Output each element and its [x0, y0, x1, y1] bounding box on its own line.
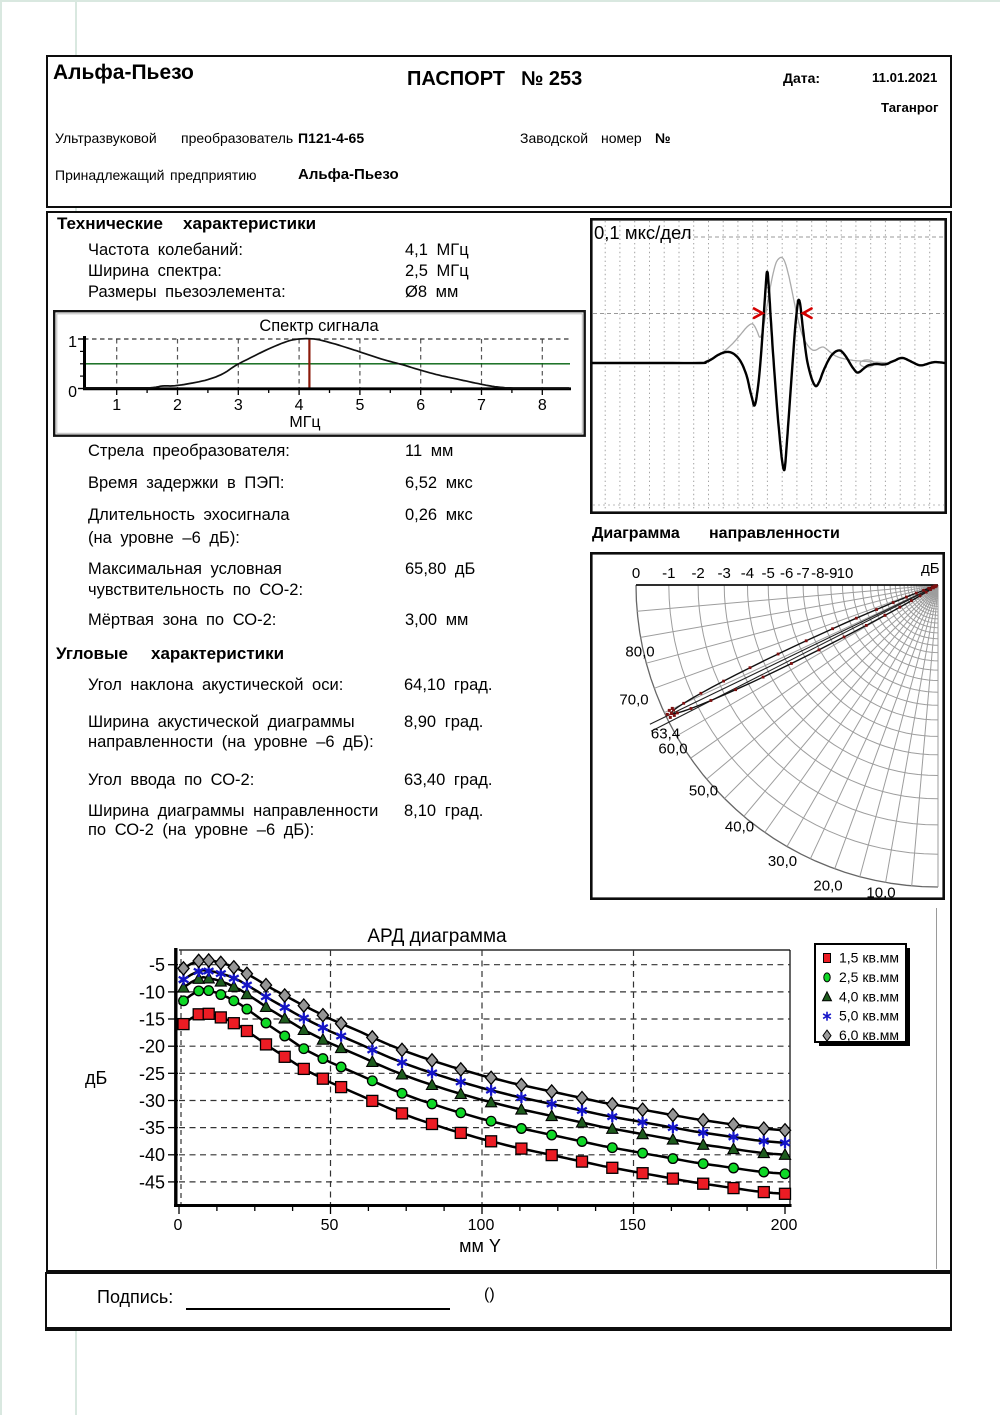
svg-text:-8: -8 [811, 565, 824, 582]
svg-text:-10: -10 [139, 982, 165, 1002]
svg-text:40,0: 40,0 [725, 819, 754, 836]
svg-text:0: 0 [632, 565, 640, 582]
svg-text:-20: -20 [139, 1037, 165, 1057]
svg-text:дБ: дБ [921, 560, 940, 577]
svg-text:2,5 кв.мм: 2,5 кв.мм [839, 969, 899, 985]
svg-text:10,0: 10,0 [866, 885, 895, 902]
svg-text:-5: -5 [762, 565, 775, 582]
svg-text:1,5 кв.мм: 1,5 кв.мм [839, 950, 899, 966]
svg-text:-35: -35 [139, 1118, 165, 1138]
svg-text:-6: -6 [780, 565, 793, 582]
svg-text:-45: -45 [139, 1172, 165, 1192]
svg-text:80,0: 80,0 [625, 644, 654, 661]
svg-text:0,1 мкс/дел: 0,1 мкс/дел [594, 222, 692, 243]
svg-text:-15: -15 [139, 1010, 165, 1030]
svg-text:-25: -25 [139, 1064, 165, 1084]
svg-text:мм Y: мм Y [459, 1236, 501, 1256]
svg-text:63,4: 63,4 [651, 726, 680, 743]
svg-text:20,0: 20,0 [813, 878, 842, 895]
svg-text:100: 100 [468, 1217, 495, 1234]
svg-text:-10: -10 [832, 565, 854, 582]
svg-text:50: 50 [321, 1217, 339, 1234]
svg-text:5: 5 [355, 397, 364, 414]
svg-text:30,0: 30,0 [768, 853, 797, 870]
svg-text:МГц: МГц [289, 414, 320, 431]
svg-text:8: 8 [538, 397, 547, 414]
svg-text:200: 200 [771, 1217, 798, 1234]
svg-text:70,0: 70,0 [619, 692, 648, 709]
svg-text:50,0: 50,0 [689, 783, 718, 800]
svg-text:1: 1 [112, 397, 121, 414]
svg-text:4,0 кв.мм: 4,0 кв.мм [839, 988, 899, 1004]
svg-text:60,0: 60,0 [658, 741, 687, 758]
svg-text:150: 150 [619, 1217, 646, 1234]
svg-text:2: 2 [173, 397, 182, 414]
svg-text:-7: -7 [796, 565, 809, 582]
svg-text:дБ: дБ [85, 1068, 107, 1088]
svg-text:-2: -2 [691, 565, 704, 582]
svg-text:-9: -9 [824, 565, 837, 582]
svg-text:6,0 кв.мм: 6,0 кв.мм [839, 1027, 899, 1043]
svg-text:4: 4 [295, 397, 304, 414]
svg-text:6: 6 [416, 397, 425, 414]
svg-text:7: 7 [477, 397, 486, 414]
svg-text:-40: -40 [139, 1145, 165, 1165]
svg-text:Спектр сигнала: Спектр сигнала [259, 317, 379, 335]
svg-text:1: 1 [68, 334, 77, 351]
svg-text:-30: -30 [139, 1091, 165, 1111]
svg-text:0: 0 [174, 1217, 183, 1234]
svg-text:АРД диаграмма: АРД диаграмма [367, 926, 507, 947]
svg-text:5,0 кв.мм: 5,0 кв.мм [839, 1008, 899, 1024]
svg-text:-3: -3 [718, 565, 731, 582]
svg-text:-5: -5 [149, 955, 165, 975]
svg-text:-4: -4 [741, 565, 754, 582]
svg-text:3: 3 [234, 397, 243, 414]
svg-text:-1: -1 [662, 565, 675, 582]
svg-text:0: 0 [68, 384, 77, 401]
